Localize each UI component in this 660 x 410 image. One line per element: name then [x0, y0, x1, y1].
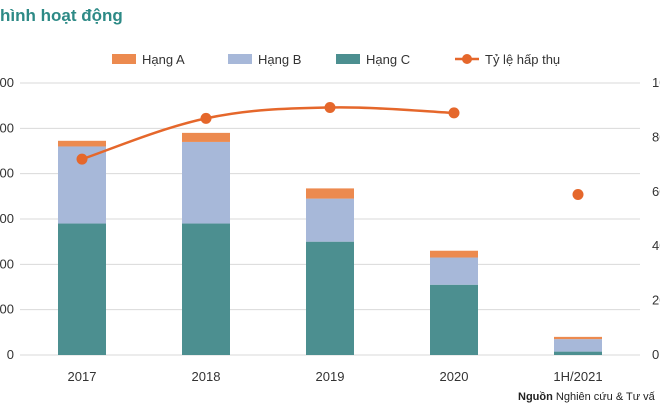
legend-label: Hạng C [366, 52, 410, 67]
bar-hang-c [182, 223, 230, 355]
bar-hang-c [554, 351, 602, 355]
left-tick-label: 000 [0, 75, 14, 90]
rate-point [324, 101, 336, 113]
bar-hang-c [430, 284, 478, 355]
rate-point [448, 107, 460, 119]
rate-point [200, 112, 212, 124]
right-tick-label: 80 [652, 129, 660, 144]
right-tick-label: 100 [652, 75, 660, 90]
legend-swatch [228, 54, 252, 64]
source-note: Nguồn Nghiên cứu & Tư vấ [518, 391, 655, 403]
source-label: Nguồn [518, 391, 553, 403]
bar-hang-b [306, 198, 354, 242]
bar-hang-b [182, 141, 230, 224]
legend: Hạng A Hạng B Hạng C Tỷ lệ hấp thụ [112, 52, 560, 67]
rate-line-path [81, 106, 455, 161]
left-tick-label: 000 [0, 256, 14, 271]
right-tick-label: 60 [652, 184, 660, 199]
right-tick-label: 40 [652, 238, 660, 253]
right-tick-label: 20 [652, 293, 660, 308]
bar-hang-a [306, 188, 354, 199]
bar-hang-b [430, 257, 478, 285]
right-tick-label: 0 [652, 347, 659, 362]
legend-marker [462, 54, 472, 64]
source-text: Nghiên cứu & Tư vấ [555, 391, 655, 403]
bar-hang-a [430, 250, 478, 258]
left-tick-label: 000 [0, 302, 14, 317]
rate-point [76, 153, 88, 165]
bar-hang-b [554, 339, 602, 352]
left-tick-label: 000 [0, 211, 14, 226]
left-tick-label: 000 [0, 120, 14, 135]
legend-swatch [112, 54, 136, 64]
chart-title: hình hoạt động [0, 6, 123, 25]
bar-hang-a [182, 132, 230, 142]
rate-point [572, 189, 584, 201]
left-tick-label: 000 [0, 166, 14, 181]
rate-line [76, 101, 584, 201]
legend-label: Hạng B [258, 52, 301, 67]
x-tick-label: 2020 [440, 369, 469, 384]
x-tick-label: 2017 [68, 369, 97, 384]
bars [58, 132, 602, 355]
bar-hang-c [58, 223, 106, 355]
x-tick-label: 2019 [316, 369, 345, 384]
legend-swatch [336, 54, 360, 64]
axes: 0000000000000000000100806040200201720182… [0, 75, 660, 384]
left-tick-label: 0 [7, 347, 14, 362]
legend-label: Tỷ lệ hấp thụ [485, 52, 560, 67]
bar-hang-a [554, 336, 602, 340]
bar-hang-a [58, 140, 106, 147]
legend-label: Hạng A [142, 52, 185, 67]
x-tick-label: 2018 [192, 369, 221, 384]
bar-hang-c [306, 241, 354, 355]
x-tick-label: 1H/2021 [553, 369, 602, 384]
